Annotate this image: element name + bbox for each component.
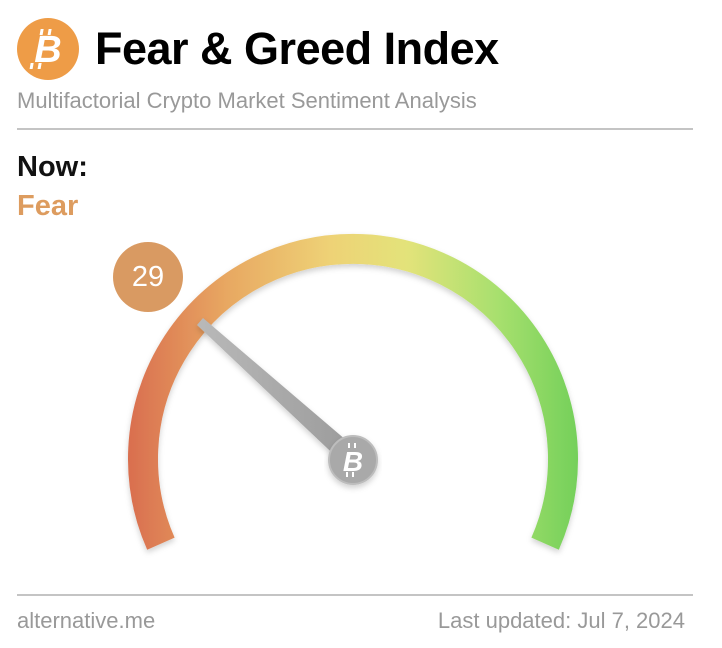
needle-hub-bitcoin-icon: B [328, 435, 378, 485]
footer-divider [17, 594, 693, 596]
header-divider [17, 128, 693, 130]
page-title: Fear & Greed Index [95, 23, 499, 74]
sentiment-classification: Fear [17, 190, 79, 222]
header: B Fear & Greed Index [17, 18, 499, 80]
index-value-badge: 29 [113, 242, 183, 312]
now-label: Now: [17, 151, 88, 183]
gauge-needle [197, 318, 360, 466]
last-updated: Last updated: Jul 7, 2024 [437, 608, 685, 633]
gauge-arc [128, 233, 578, 550]
svg-text:B: B [343, 446, 363, 477]
bitcoin-logo-icon: B [17, 18, 79, 80]
source-link[interactable]: alternative.me [17, 608, 156, 633]
page-subtitle: Multifactorial Crypto Market Sentiment A… [17, 88, 477, 113]
